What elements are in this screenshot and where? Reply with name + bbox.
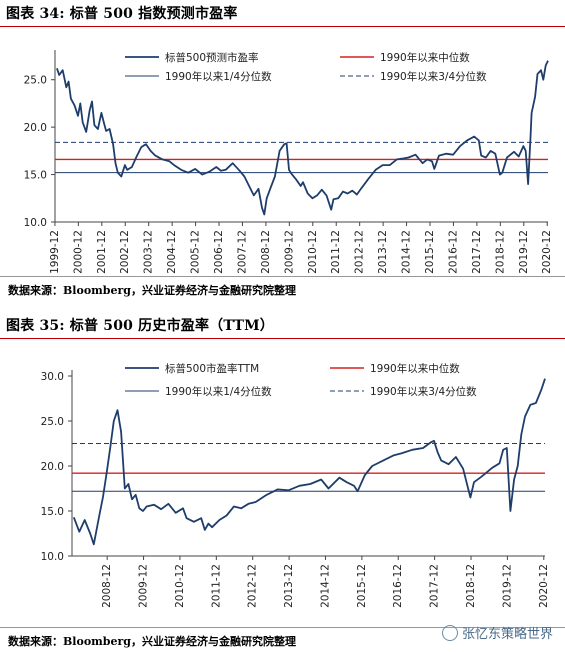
x-tick-label: 2009-12 [283, 230, 295, 274]
y-tick-label: 25.0 [41, 416, 64, 428]
figure-34-source: 数据来源：Bloomberg，兴业证券经济与金融研究院整理 [8, 284, 296, 297]
x-tick-label: 2018-12 [465, 564, 477, 608]
legend-label-1: 1990年以来中位数 [380, 51, 470, 64]
x-tick-label: 2013-12 [283, 564, 295, 608]
y-tick-label: 15.0 [24, 170, 47, 182]
wechat-icon [441, 625, 458, 641]
series-line-0 [56, 60, 549, 216]
figure-35-source-bar: 数据来源：Bloomberg，兴业证券经济与金融研究院整理 [0, 627, 565, 652]
x-tick-label: 2007-12 [236, 230, 248, 274]
legend-label-2: 1990年以来1/4分位数 [165, 385, 272, 398]
x-tick-label: 2013-12 [377, 230, 389, 274]
chart-trailing-pe: 10.0 15.0 20.0 25.0 30.0 2008-12 2009-12 2010-1… [41, 359, 550, 608]
watermark: 张忆东策略世界 [441, 623, 553, 642]
series-line-0 [72, 378, 546, 546]
x-tick-label: 1999-12 [49, 230, 61, 274]
x-tick-label: 2018-12 [494, 230, 506, 274]
figure-35-title: 图表 35: 标普 500 历史市盈率（TTM） [6, 318, 275, 334]
x-tick-label: 2011-12 [210, 564, 222, 608]
legend-label-3: 1990年以来3/4分位数 [370, 385, 477, 398]
x-tick-label: 2009-12 [138, 564, 150, 608]
y-tick-label: 30.0 [41, 371, 64, 383]
figure-35-source: 数据来源：Bloomberg，兴业证券经济与金融研究院整理 [8, 635, 296, 648]
y-tick-label: 25.0 [24, 75, 47, 87]
x-tick-label: 2012-12 [247, 564, 259, 608]
figure-34-header: 图表 34: 标普 500 指数预测市盈率 [0, 0, 565, 27]
x-tick-label: 2010-12 [307, 230, 319, 274]
x-tick-label: 2017-12 [471, 230, 483, 274]
y-tick-label: 20.0 [24, 122, 47, 134]
figure-34-title: 图表 34: 标普 500 指数预测市盈率 [6, 6, 238, 22]
legend-label-0: 标普500市盈率TTM [165, 362, 259, 375]
x-tick-label: 2011-12 [330, 230, 342, 274]
x-tick-label: 2019-12 [518, 230, 530, 274]
x-tick-label: 2015-12 [424, 230, 436, 274]
legend-label-0: 标普500预测市盈率 [165, 51, 259, 64]
y-tick-label: 20.0 [41, 461, 64, 473]
x-tick-label: 2000-12 [72, 230, 84, 274]
y-tick-label: 15.0 [41, 506, 64, 518]
x-tick-label: 2005-12 [190, 230, 202, 274]
x-tick-label: 2020-12 [541, 230, 553, 274]
y-tick-label: 10.0 [24, 217, 47, 229]
legend-box [119, 48, 464, 85]
x-tick-label: 2004-12 [166, 230, 178, 274]
x-tick-label: 2014-12 [319, 564, 331, 608]
legend-label-1: 1990年以来中位数 [370, 362, 460, 375]
x-tick-label: 2002-12 [119, 230, 131, 274]
figure-35-header: 图表 35: 标普 500 历史市盈率（TTM） [0, 312, 565, 339]
figure-34-source-bar: 数据来源：Bloomberg，兴业证券经济与金融研究院整理 [0, 276, 565, 301]
legend-label-3: 1990年以来3/4分位数 [380, 70, 487, 83]
x-tick-label: 2001-12 [96, 230, 108, 274]
x-tick-label: 2006-12 [213, 230, 225, 274]
x-tick-label: 2014-12 [401, 230, 413, 274]
watermark-text: 张忆东策略世界 [461, 627, 553, 642]
x-tick-label: 2003-12 [143, 230, 155, 274]
y-tick-label: 10.0 [41, 551, 64, 563]
x-tick-label: 2019-12 [501, 564, 513, 608]
x-tick-label: 2008-12 [101, 564, 113, 608]
x-tick-label: 2010-12 [174, 564, 186, 608]
x-tick-label: 2017-12 [429, 564, 441, 608]
x-tick-label: 2020-12 [538, 564, 550, 608]
chart-forward-pe: 10.0 15.0 20.0 25.0 1999-12 2000-12 2001-12 200… [24, 48, 553, 274]
x-tick-label: 2015-12 [356, 564, 368, 608]
x-tick-label: 2016-12 [392, 564, 404, 608]
x-tick-label: 2008-12 [260, 230, 272, 274]
x-tick-label: 2012-12 [354, 230, 366, 274]
legend-label-2: 1990年以来1/4分位数 [165, 70, 272, 83]
legend-box [119, 359, 464, 400]
x-tick-label: 2016-12 [447, 230, 459, 274]
